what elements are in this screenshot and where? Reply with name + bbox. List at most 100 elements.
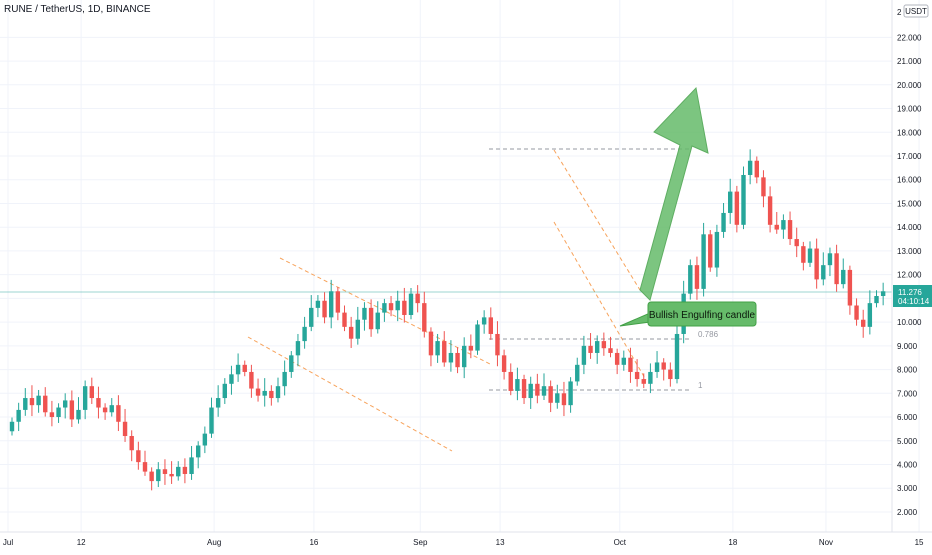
x-tick-label: 12 xyxy=(77,538,86,547)
candle-body xyxy=(102,407,108,413)
y-tick-label: 2.000 xyxy=(897,508,918,517)
y-tick-label: 14.000 xyxy=(897,223,922,232)
candle-body xyxy=(568,381,573,406)
candle-body xyxy=(708,234,713,268)
candle-body xyxy=(614,352,620,365)
y-tick-label: 13.000 xyxy=(897,247,922,256)
y-tick-label: 4.000 xyxy=(897,460,918,469)
candle-body xyxy=(136,450,141,463)
candle-body xyxy=(801,246,806,263)
candle-body xyxy=(834,253,839,285)
channel-right-upper xyxy=(553,149,641,291)
x-tick-label: 13 xyxy=(496,538,505,547)
candle-body xyxy=(309,307,314,327)
candle-body xyxy=(329,291,334,318)
candle-body xyxy=(29,398,35,406)
y-tick-label: 16.000 xyxy=(897,176,922,185)
candle-body xyxy=(43,395,48,413)
candle-body xyxy=(694,265,700,289)
candles xyxy=(9,149,886,491)
y-tick-label: 3.000 xyxy=(897,484,918,493)
candle-body xyxy=(588,345,593,353)
candle-body xyxy=(541,386,547,396)
y-tick-label: 15.000 xyxy=(897,199,922,208)
candle-body xyxy=(182,466,188,474)
candle-body xyxy=(827,253,833,266)
price-axis[interactable]: 22.00021.00020.00019.00018.00017.00016.0… xyxy=(891,0,922,532)
candle-body xyxy=(475,324,480,351)
candle-body xyxy=(741,174,746,225)
candle-body xyxy=(442,341,447,363)
candle-body xyxy=(515,379,520,391)
candle-body xyxy=(269,390,274,399)
time-axis[interactable]: Jul12Aug16Sep13Oct18Nov15Dec13202217 xyxy=(0,531,932,547)
candle-body xyxy=(122,421,128,437)
candle-body xyxy=(116,405,121,422)
candle-body xyxy=(355,319,360,339)
candle-body xyxy=(96,398,101,408)
candle-body xyxy=(521,379,527,399)
x-tick-label: 16 xyxy=(309,538,318,547)
engulfing-callout: Bullish Engulfing candle xyxy=(619,301,757,327)
candle-body xyxy=(668,369,673,380)
y-tick-label: 17.000 xyxy=(897,152,922,161)
channel-right-lower xyxy=(553,221,647,381)
candle-body xyxy=(654,362,660,372)
candle-body xyxy=(462,345,467,368)
candle-body xyxy=(162,469,168,474)
candle-body xyxy=(262,390,267,396)
y-tick-label: 21.000 xyxy=(897,57,922,66)
candle-body xyxy=(315,300,321,308)
candle-body xyxy=(734,191,740,225)
y-tick-label: 7.000 xyxy=(897,389,918,398)
y-tick-label: 18.000 xyxy=(897,128,922,137)
candle-body xyxy=(861,319,866,327)
callout-label: Bullish Engulfing candle xyxy=(649,310,756,321)
candle-body xyxy=(781,220,786,230)
candle-body xyxy=(814,248,819,280)
currency-label-box xyxy=(903,4,929,18)
current-price-badge xyxy=(893,285,932,307)
candle-body xyxy=(169,473,174,477)
candle-body xyxy=(49,412,55,418)
candle-body xyxy=(774,224,779,230)
y-tick-label: 5.000 xyxy=(897,437,918,446)
y-tick-label: 12.000 xyxy=(897,271,922,280)
candle-body xyxy=(548,386,553,403)
candle-body xyxy=(807,248,813,263)
candle-body xyxy=(747,160,753,175)
candle-body xyxy=(402,300,407,315)
candle-body xyxy=(222,383,227,399)
x-tick-label: Sep xyxy=(413,538,428,547)
candle-body xyxy=(229,374,234,384)
candle-body xyxy=(322,300,327,318)
candle-body xyxy=(481,317,487,325)
candle-body xyxy=(82,386,88,410)
y-tick-label: 22.000 xyxy=(897,33,922,42)
fib-0786-label: 0.786 xyxy=(698,330,719,339)
candle-body xyxy=(428,331,434,356)
candle-body xyxy=(289,355,294,372)
candle-body xyxy=(382,303,387,313)
candle-body xyxy=(275,386,281,399)
candle-body xyxy=(754,160,759,178)
candle-body xyxy=(821,265,826,280)
candle-body xyxy=(335,291,341,313)
candle-body xyxy=(235,364,241,375)
candle-body xyxy=(714,231,720,268)
candle-body xyxy=(36,395,41,406)
fib-1-label: 1 xyxy=(698,381,703,390)
candle-body xyxy=(16,409,21,422)
candle-body xyxy=(196,445,201,458)
candle-body xyxy=(302,326,307,342)
candle-body xyxy=(375,312,380,330)
candle-body xyxy=(362,307,367,320)
candle-body xyxy=(23,398,28,410)
candle-body xyxy=(688,265,693,294)
channel-left-lower xyxy=(247,336,453,452)
candle-body xyxy=(701,234,706,289)
candle-body xyxy=(628,357,633,372)
candle-body xyxy=(608,348,613,353)
candle-body xyxy=(156,469,161,482)
